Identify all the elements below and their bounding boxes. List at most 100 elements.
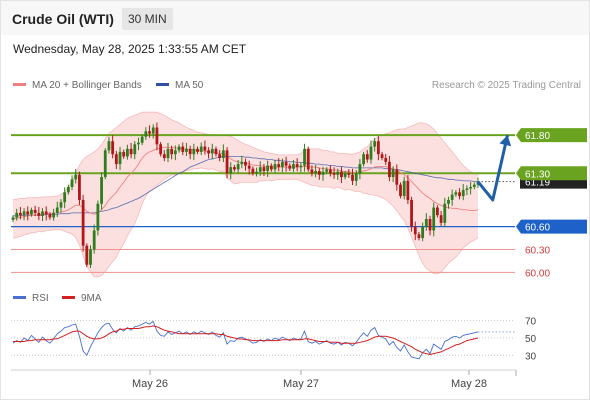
legend-ma9-swatch: [62, 295, 75, 299]
candle-body: [450, 194, 454, 200]
candle-body: [295, 164, 299, 168]
legend-ma50-label: MA 50: [175, 80, 204, 91]
timeframe-badge[interactable]: 30 MIN: [122, 8, 173, 30]
candle: [465, 185, 469, 196]
candle: [155, 122, 159, 151]
candle: [100, 172, 103, 210]
candle: [162, 150, 166, 162]
candle: [325, 167, 329, 175]
legend-ma50-swatch: [156, 82, 169, 86]
level-tag-60-00: 60.00: [525, 268, 550, 279]
candle: [196, 146, 199, 155]
candle: [89, 245, 92, 268]
candle: [281, 158, 284, 173]
projection: [476, 134, 512, 202]
candle-body: [399, 184, 402, 197]
candle-body: [233, 167, 236, 170]
candle: [118, 146, 122, 171]
candle-body: [78, 174, 81, 200]
candle: [472, 182, 476, 190]
level-tag-61-80-bg: [516, 128, 587, 143]
candle-body: [251, 168, 255, 174]
candle-body: [347, 173, 351, 175]
candle: [269, 163, 273, 172]
candle-body: [469, 186, 473, 189]
candle: [369, 140, 373, 164]
candle: [328, 165, 332, 177]
candle: [144, 127, 148, 140]
candle-body: [199, 146, 203, 152]
candle: [395, 164, 399, 191]
candle-body: [22, 211, 26, 216]
candle-body: [299, 165, 303, 168]
candle-body: [321, 171, 325, 175]
candle-body: [351, 174, 354, 181]
candle: [314, 165, 318, 178]
candle-body: [218, 154, 222, 158]
candle: [284, 156, 288, 172]
candle-body: [185, 148, 188, 152]
candle-body: [458, 192, 461, 197]
candle: [299, 162, 303, 173]
candle: [203, 140, 207, 155]
candle: [107, 137, 111, 154]
candle: [321, 166, 325, 181]
candle-body: [428, 219, 432, 231]
candle-body: [151, 127, 155, 134]
rsi-panel: 70 50 30: [11, 317, 537, 362]
candle-body: [358, 164, 362, 174]
candle-body: [413, 226, 417, 235]
candle-body: [11, 217, 15, 220]
candle-body: [92, 230, 96, 250]
candle-body: [148, 131, 151, 134]
candle-body: [30, 209, 33, 215]
candle: [218, 150, 222, 162]
candle: [380, 151, 384, 161]
candle-body: [317, 170, 321, 175]
candle: [92, 224, 96, 254]
candle: [236, 159, 240, 173]
candle: [343, 170, 347, 180]
bollinger-lower-line: [12, 167, 479, 278]
candle: [303, 143, 306, 172]
candle-body: [269, 165, 273, 170]
candle-body: [273, 164, 277, 170]
candle-body: [384, 158, 388, 162]
candle-body: [306, 148, 310, 170]
candle: [258, 161, 262, 176]
candle-body: [340, 171, 343, 178]
candle-body: [63, 192, 67, 203]
rsi-tick-30: 30: [525, 351, 537, 362]
candle: [406, 174, 410, 205]
candle: [63, 187, 67, 209]
candle: [266, 160, 270, 177]
candle: [22, 208, 26, 221]
candle: [424, 213, 428, 231]
candle: [461, 184, 465, 201]
candle: [277, 158, 281, 172]
candle-body: [81, 199, 85, 246]
candle: [447, 196, 450, 209]
candle: [30, 207, 33, 217]
candle-body: [365, 154, 369, 160]
projection-arrow-line: [476, 134, 509, 202]
candle-body: [96, 203, 100, 231]
candle-body: [225, 150, 229, 174]
candle: [59, 199, 63, 213]
candle-body: [328, 169, 332, 174]
candle: [207, 147, 210, 159]
candle-body: [74, 174, 78, 180]
candle: [111, 135, 115, 159]
candle: [103, 148, 107, 180]
candle-body: [410, 199, 413, 227]
candle-body: [343, 173, 347, 178]
candle-body: [402, 180, 406, 197]
candle-body: [277, 164, 281, 168]
candle: [458, 188, 461, 200]
candle-body: [221, 150, 225, 158]
bollinger-band-fill: [13, 112, 478, 277]
candle-body: [325, 169, 329, 172]
projection-arrow-head: [499, 135, 512, 147]
candle: [185, 142, 188, 157]
candle-body: [244, 161, 247, 166]
